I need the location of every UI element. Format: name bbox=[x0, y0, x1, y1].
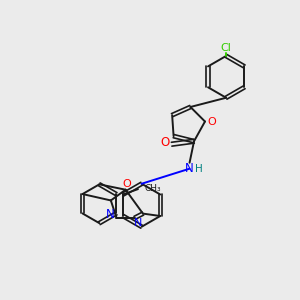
Text: N: N bbox=[134, 218, 142, 228]
Text: N: N bbox=[184, 162, 193, 175]
Text: O: O bbox=[160, 136, 170, 149]
Text: O: O bbox=[123, 179, 131, 189]
Text: Cl: Cl bbox=[221, 43, 232, 53]
Text: O: O bbox=[207, 117, 216, 127]
Text: H: H bbox=[195, 164, 203, 174]
Text: CH₃: CH₃ bbox=[145, 184, 161, 193]
Text: N: N bbox=[106, 208, 115, 220]
